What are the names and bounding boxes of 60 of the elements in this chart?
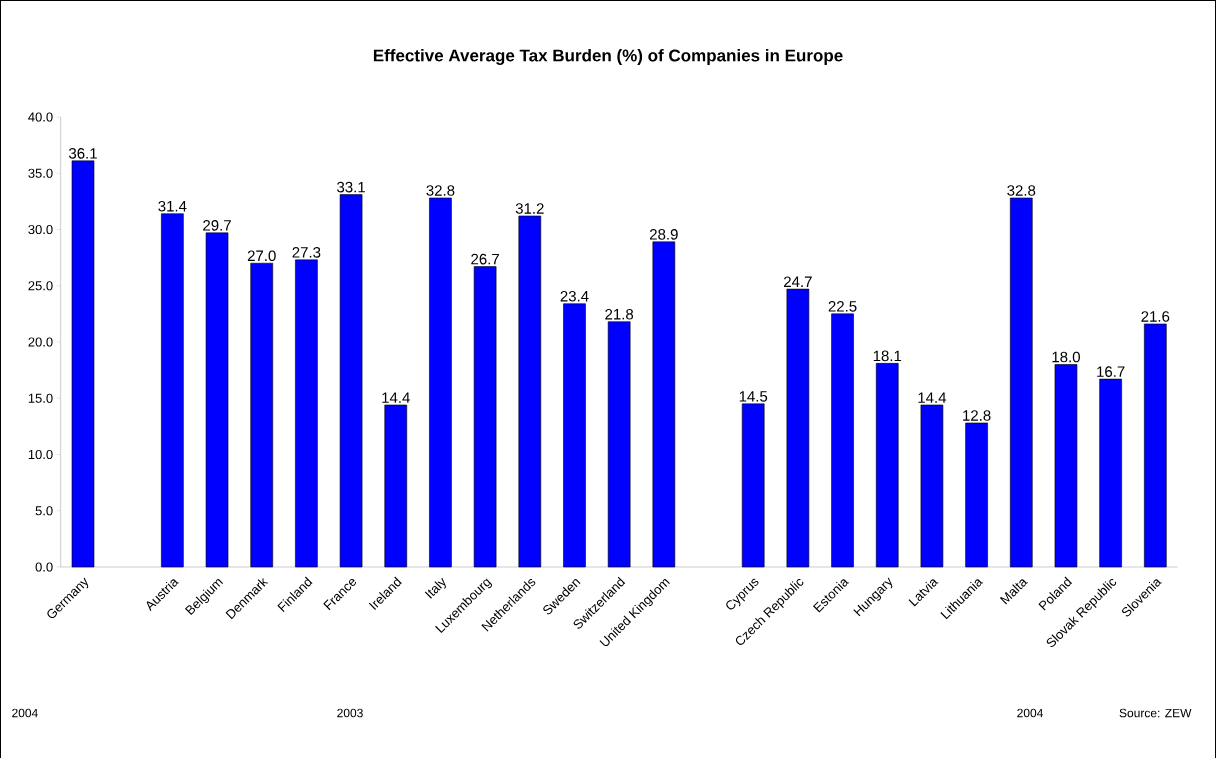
data-label: 32.8 (1007, 185, 1036, 196)
y-tick-label: 30.0 (28, 224, 53, 235)
bar (161, 213, 184, 568)
bar (1144, 323, 1167, 568)
bar (429, 197, 452, 568)
data-label: 31.2 (515, 203, 544, 214)
bar (965, 422, 988, 568)
y-tick-label: 0.0 (35, 562, 53, 572)
bar (1009, 197, 1033, 568)
text: 2004 (12, 708, 38, 718)
bar (563, 303, 586, 568)
bar (607, 321, 631, 568)
data-label: 14.4 (382, 392, 410, 403)
data-label: 18.1 (873, 350, 902, 362)
data-label: 31.4 (158, 200, 187, 212)
y-tick-label: 40.0 (28, 112, 53, 122)
bar (875, 363, 899, 568)
data-label: 29.7 (203, 220, 231, 231)
data-label: 24.7 (784, 276, 812, 287)
data-label: 22.5 (828, 301, 857, 312)
y-tick-label: 20.0 (28, 337, 53, 347)
bar (831, 313, 854, 568)
y-tick-label: 10.0 (28, 449, 53, 460)
chart-title: Effective Average Tax Burden (%) of Companies in Europe (373, 49, 843, 65)
bar (920, 404, 944, 568)
text: 2004 (1017, 708, 1043, 718)
bar (205, 232, 229, 568)
data-label: 28.9 (649, 229, 678, 240)
source-note: Source: ZEW (1119, 708, 1192, 718)
y-tick-label: 15.0 (28, 393, 53, 403)
data-label: 21.8 (605, 308, 634, 320)
data-label: 36.1 (68, 148, 97, 159)
bar (295, 259, 318, 568)
data-label: 23.4 (560, 290, 589, 302)
data-label: 33.1 (337, 181, 365, 193)
data-label: 26.7 (471, 253, 499, 265)
bar (71, 160, 95, 568)
bar (1054, 364, 1078, 568)
bar (1099, 378, 1122, 568)
y-tick-label: 5.0 (35, 506, 53, 516)
data-label: 32.8 (426, 185, 455, 196)
bar (652, 241, 676, 568)
bar (473, 266, 497, 568)
y-tick-label: 25.0 (28, 281, 53, 291)
data-label: 18.0 (1052, 351, 1080, 363)
bar (384, 404, 408, 568)
bar (786, 288, 810, 568)
data-label: 14.5 (739, 391, 768, 402)
bar (741, 403, 765, 568)
data-label: 21.6 (1141, 311, 1170, 322)
text: 2003 (337, 708, 363, 718)
data-label: 27.3 (292, 247, 321, 258)
y-tick-label: 35.0 (28, 168, 53, 178)
data-label: 14.4 (918, 392, 947, 403)
data-label: 27.0 (247, 250, 276, 262)
bar (339, 194, 363, 568)
bar (250, 262, 274, 568)
data-label: 16.7 (1097, 366, 1125, 377)
data-label: 12.8 (963, 410, 991, 421)
bar (518, 215, 542, 568)
